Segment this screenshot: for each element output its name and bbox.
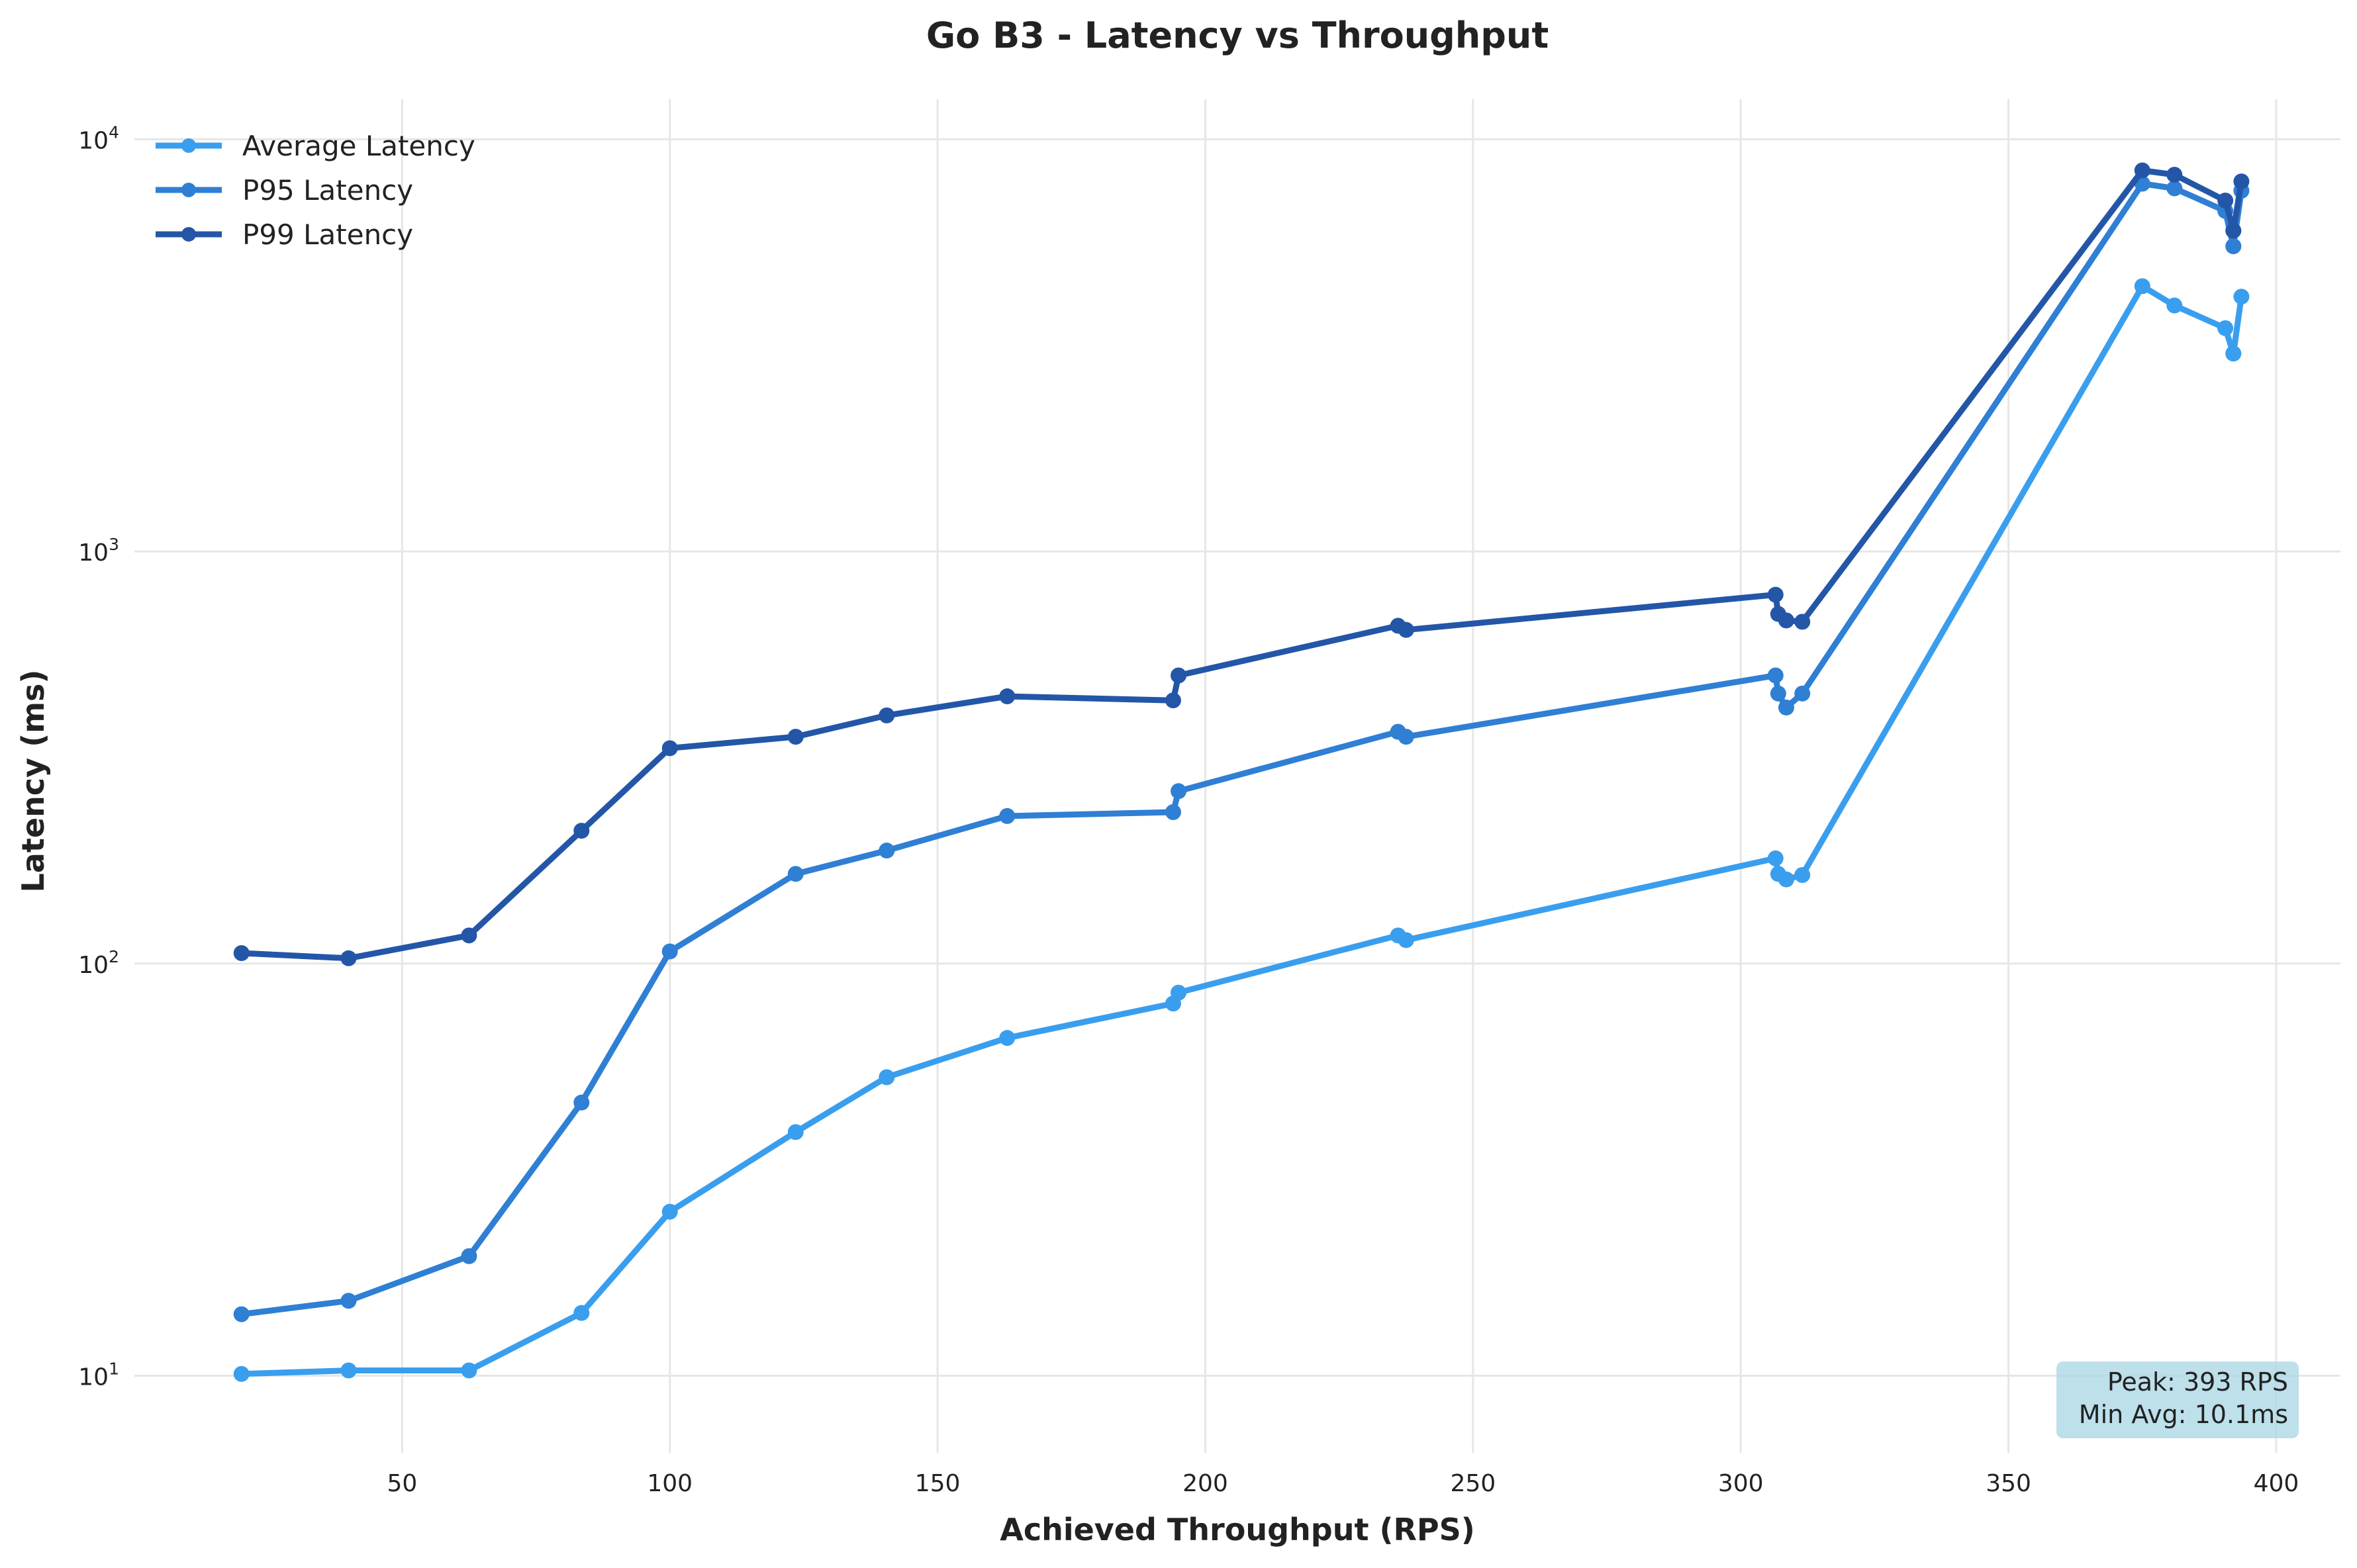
data-point	[1398, 729, 1414, 745]
data-point	[2166, 180, 2183, 197]
data-point	[1778, 699, 1794, 715]
data-point	[787, 729, 804, 745]
data-point	[573, 823, 590, 839]
data-point	[999, 807, 1016, 824]
data-point	[2134, 278, 2150, 295]
series-p95	[233, 175, 2250, 1322]
series-layer	[233, 162, 2250, 1382]
data-point	[2225, 346, 2242, 362]
data-point	[1171, 984, 1187, 1001]
x-tick-label: 150	[915, 1470, 961, 1497]
data-point	[233, 1306, 250, 1322]
annotation-peak: Peak: 393 RPS	[2107, 1367, 2288, 1397]
data-point	[1171, 667, 1187, 684]
legend-label-average: Average Latency	[242, 130, 475, 162]
chart-title: Go B3 - Latency vs Throughput	[926, 15, 1549, 56]
legend-label-p95: P95 Latency	[242, 174, 413, 207]
annotation-min-avg: Min Avg: 10.1ms	[2079, 1400, 2288, 1429]
x-tick-label: 300	[1718, 1470, 1764, 1497]
axes: 50 100 150 200 250 300 350 400 101 102 103 104	[78, 122, 2299, 1497]
data-point	[2217, 192, 2234, 208]
data-point	[2166, 167, 2183, 183]
data-point	[1778, 871, 1794, 888]
annotation-box	[2056, 1361, 2299, 1438]
x-tick-label: 200	[1182, 1470, 1228, 1497]
data-point	[2217, 320, 2234, 336]
data-point	[2225, 222, 2242, 239]
data-point	[1794, 866, 1811, 883]
data-point	[879, 843, 895, 859]
data-point	[573, 1094, 590, 1111]
data-point	[879, 707, 895, 723]
data-point	[1767, 850, 1784, 866]
data-point	[461, 927, 477, 944]
data-point	[661, 1203, 678, 1220]
x-tick-label: 100	[647, 1470, 693, 1497]
data-point	[233, 1365, 250, 1382]
data-point	[1165, 804, 1181, 821]
x-tick-label: 50	[387, 1470, 417, 1497]
data-point	[1778, 612, 1794, 629]
grid	[134, 99, 2340, 1453]
data-point	[340, 1362, 357, 1379]
stats-annotation: Peak: 393 RPS Min Avg: 10.1ms	[2056, 1361, 2299, 1438]
data-point	[461, 1248, 477, 1264]
data-point	[573, 1305, 590, 1321]
data-point	[787, 1124, 804, 1140]
data-point	[233, 945, 250, 962]
y-tick-label: 101	[78, 1359, 119, 1391]
data-point	[787, 866, 804, 882]
y-tick-label: 103	[78, 535, 119, 567]
legend: Average Latency P95 Latency P99 Latency	[156, 130, 475, 251]
y-tick-label: 104	[78, 122, 119, 154]
legend-item-p99: P99 Latency	[156, 218, 413, 251]
data-point	[2225, 238, 2242, 255]
data-point	[999, 1030, 1016, 1046]
data-point	[1398, 622, 1414, 638]
series-line	[238, 167, 2244, 962]
data-point	[879, 1069, 895, 1085]
legend-marker-average	[181, 138, 196, 153]
data-point	[1171, 783, 1187, 800]
x-tick-label: 350	[1986, 1470, 2031, 1497]
data-point	[340, 950, 357, 966]
data-point	[340, 1293, 357, 1309]
series-line	[238, 181, 2244, 1318]
data-point	[2233, 289, 2250, 305]
data-point	[1794, 614, 1811, 630]
data-point	[1165, 692, 1181, 709]
data-point	[1770, 685, 1786, 702]
x-tick-label: 400	[2254, 1470, 2299, 1497]
data-point	[999, 688, 1016, 705]
series-line	[238, 283, 2244, 1377]
series-p99	[233, 162, 2250, 966]
data-point	[2166, 297, 2183, 314]
data-point	[2134, 162, 2150, 179]
x-axis-label: Achieved Throughput (RPS)	[1000, 1512, 1475, 1547]
data-point	[2233, 173, 2250, 190]
x-tick-label: 250	[1450, 1470, 1496, 1497]
legend-marker-p95	[181, 183, 196, 197]
y-axis-label: Latency (ms)	[15, 670, 51, 893]
data-point	[1398, 932, 1414, 948]
legend-item-p95: P95 Latency	[156, 174, 413, 207]
data-point	[661, 740, 678, 757]
data-point	[1767, 667, 1784, 684]
series-average	[233, 278, 2250, 1382]
y-tick-label: 102	[78, 947, 119, 979]
data-point	[1767, 586, 1784, 603]
legend-item-average: Average Latency	[156, 130, 475, 162]
data-point	[1794, 685, 1811, 702]
legend-marker-p99	[181, 227, 196, 242]
data-point	[461, 1362, 477, 1379]
legend-label-p99: P99 Latency	[242, 218, 413, 251]
data-point	[661, 943, 678, 960]
